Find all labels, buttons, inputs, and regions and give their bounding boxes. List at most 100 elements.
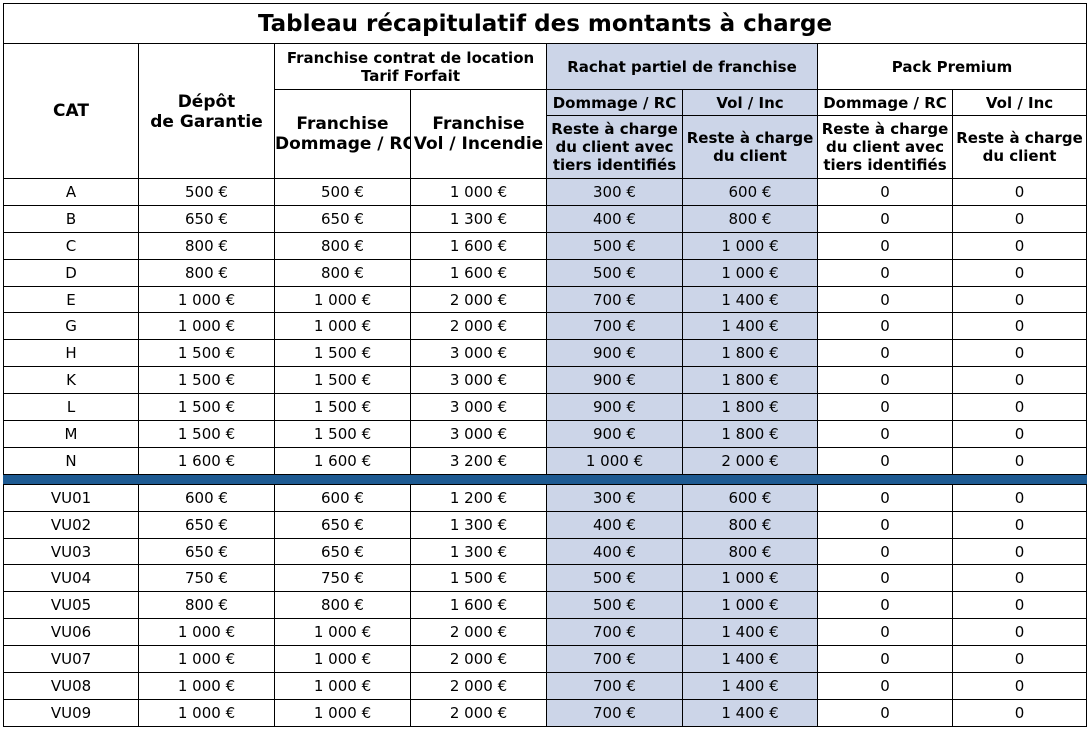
cell-depot: 650 € [138,204,275,233]
cell-premium-dommage: 0 [817,591,953,620]
summary-table: Tableau récapitulatif des montants à cha… [2,3,1088,727]
cell-premium-dommage: 0 [817,510,953,539]
table-row: VU04 750 €750 €1 500 €500 €1 000 €0 0 [3,564,1088,593]
cell-premium-vol: 0 [951,312,1088,341]
cell-depot: 1 500 € [138,339,275,368]
table-row: C 800 €800 €1 600 €500 €1 000 €0 0 [3,231,1088,260]
cell-franchise-vol: 2 000 € [410,645,547,674]
table-header: Tableau récapitulatif des montants à cha… [2,3,1088,179]
rachat-dommage-desc-line1: Reste à charge [551,120,678,138]
cell-premium-vol: 0 [951,420,1088,448]
cell-premium-dommage: 0 [817,312,953,341]
table-row: VU05 800 €800 €1 600 €500 €1 000 €0 0 [3,591,1088,620]
cell-rachat-dommage: 700 € [546,285,683,314]
cell-rachat-vol: 1 800 € [682,339,818,368]
header-depot-line2: de Garantie [150,112,263,132]
header-premium-dommage-desc: Reste à charge du client avec tiers iden… [817,115,953,179]
cell-depot: 500 € [138,178,275,206]
cell-rachat-vol: 1 400 € [682,312,818,341]
cell-cat: VU05 [3,591,139,620]
cell-franchise-vol: 3 000 € [410,366,547,395]
header-franchise-vol: Franchise Vol / Incendie [410,89,547,179]
cell-franchise-dommage: 1 600 € [274,446,411,475]
table-title: Tableau récapitulatif des montants à cha… [2,3,1088,44]
cell-franchise-dommage: 1 500 € [274,366,411,395]
cell-rachat-vol: 1 000 € [682,564,818,593]
cell-franchise-vol: 2 000 € [410,285,547,314]
table-row: A 500 €500 €1 000 €300 €600 €0 0 [3,178,1088,206]
cell-rachat-vol: 800 € [682,204,818,233]
header-franchise-dommage-line1: Franchise [296,114,389,134]
cell-franchise-dommage: 650 € [274,204,411,233]
cell-rachat-dommage: 900 € [546,420,683,448]
cell-premium-dommage: 0 [817,366,953,395]
cell-premium-vol: 0 [951,339,1088,368]
cell-premium-dommage: 0 [817,537,953,566]
cell-rachat-vol: 1 400 € [682,698,818,727]
cell-franchise-dommage: 1 000 € [274,285,411,314]
group-separator-bar [2,473,1088,485]
header-rachat-dommage: Dommage / RC [546,89,683,116]
premium-dommage-desc-line2: du client avec [825,138,945,156]
table-row: VU08 1 000 €1 000 €2 000 €700 €1 400 €0 0 [3,672,1088,700]
rachat-dommage-desc-line3: tiers identifiés [552,156,677,174]
cell-depot: 650 € [138,510,275,539]
cell-premium-dommage: 0 [817,178,953,206]
cell-cat: VU02 [3,510,139,539]
header-franchise-group: Franchise contrat de location Tarif Forf… [274,43,547,90]
cell-franchise-vol: 1 600 € [410,231,547,260]
cell-franchise-dommage: 800 € [274,231,411,260]
header-rachat-dommage-desc: Reste à charge du client avec tiers iden… [546,115,683,179]
cell-rachat-vol: 1 400 € [682,618,818,647]
cell-rachat-vol: 1 000 € [682,591,818,620]
cell-franchise-vol: 1 000 € [410,178,547,206]
cell-premium-dommage: 0 [817,446,953,475]
cell-depot: 1 500 € [138,366,275,395]
cell-rachat-vol: 1 000 € [682,231,818,260]
cell-premium-vol: 0 [951,231,1088,260]
cell-franchise-vol: 2 000 € [410,672,547,700]
cell-franchise-dommage: 800 € [274,258,411,287]
cell-rachat-vol: 2 000 € [682,446,818,475]
cell-premium-vol: 0 [951,698,1088,727]
cell-franchise-dommage: 650 € [274,510,411,539]
cell-franchise-dommage: 1 000 € [274,645,411,674]
cell-franchise-dommage: 750 € [274,564,411,593]
cell-premium-vol: 0 [951,178,1088,206]
cell-franchise-dommage: 1 000 € [274,312,411,341]
header-premium-vol: Vol / Inc [951,89,1088,116]
cell-premium-dommage: 0 [817,204,953,233]
cell-cat: G [3,312,139,341]
cell-rachat-vol: 800 € [682,510,818,539]
header-premium-vol-desc: Reste à charge du client [951,115,1088,179]
cell-depot: 1 000 € [138,312,275,341]
cell-premium-vol: 0 [951,285,1088,314]
cell-franchise-dommage: 1 000 € [274,672,411,700]
table-row: VU06 1 000 €1 000 €2 000 €700 €1 400 €0 0 [3,618,1088,647]
table-row: VU02 650 €650 €1 300 €400 €800 €0 0 [3,510,1088,539]
cell-premium-dommage: 0 [817,483,953,512]
cell-rachat-dommage: 900 € [546,339,683,368]
header-premium-group: Pack Premium [816,43,1088,90]
header-franchise-dommage: Franchise Dommage / RC [274,89,411,179]
cell-franchise-dommage: 1 500 € [274,420,411,448]
table-row: B 650 €650 €1 300 €400 €800 €0 0 [3,204,1088,233]
cell-depot: 650 € [138,537,275,566]
rachat-vol-desc-line2: du client [713,147,787,165]
cell-franchise-vol: 1 300 € [410,204,547,233]
cell-premium-dommage: 0 [817,698,953,727]
cell-rachat-dommage: 700 € [546,645,683,674]
cell-cat: N [3,446,139,475]
header-depot-line1: Dépôt [177,92,236,112]
cell-cat: VU04 [3,564,139,593]
header-rachat-group: Rachat partiel de franchise [546,43,818,90]
cell-rachat-vol: 1 800 € [682,393,818,422]
cell-cat: L [3,393,139,422]
header-depot: Dépôt de Garantie [138,43,275,179]
cell-depot: 1 600 € [138,446,275,475]
cell-premium-dommage: 0 [817,393,953,422]
